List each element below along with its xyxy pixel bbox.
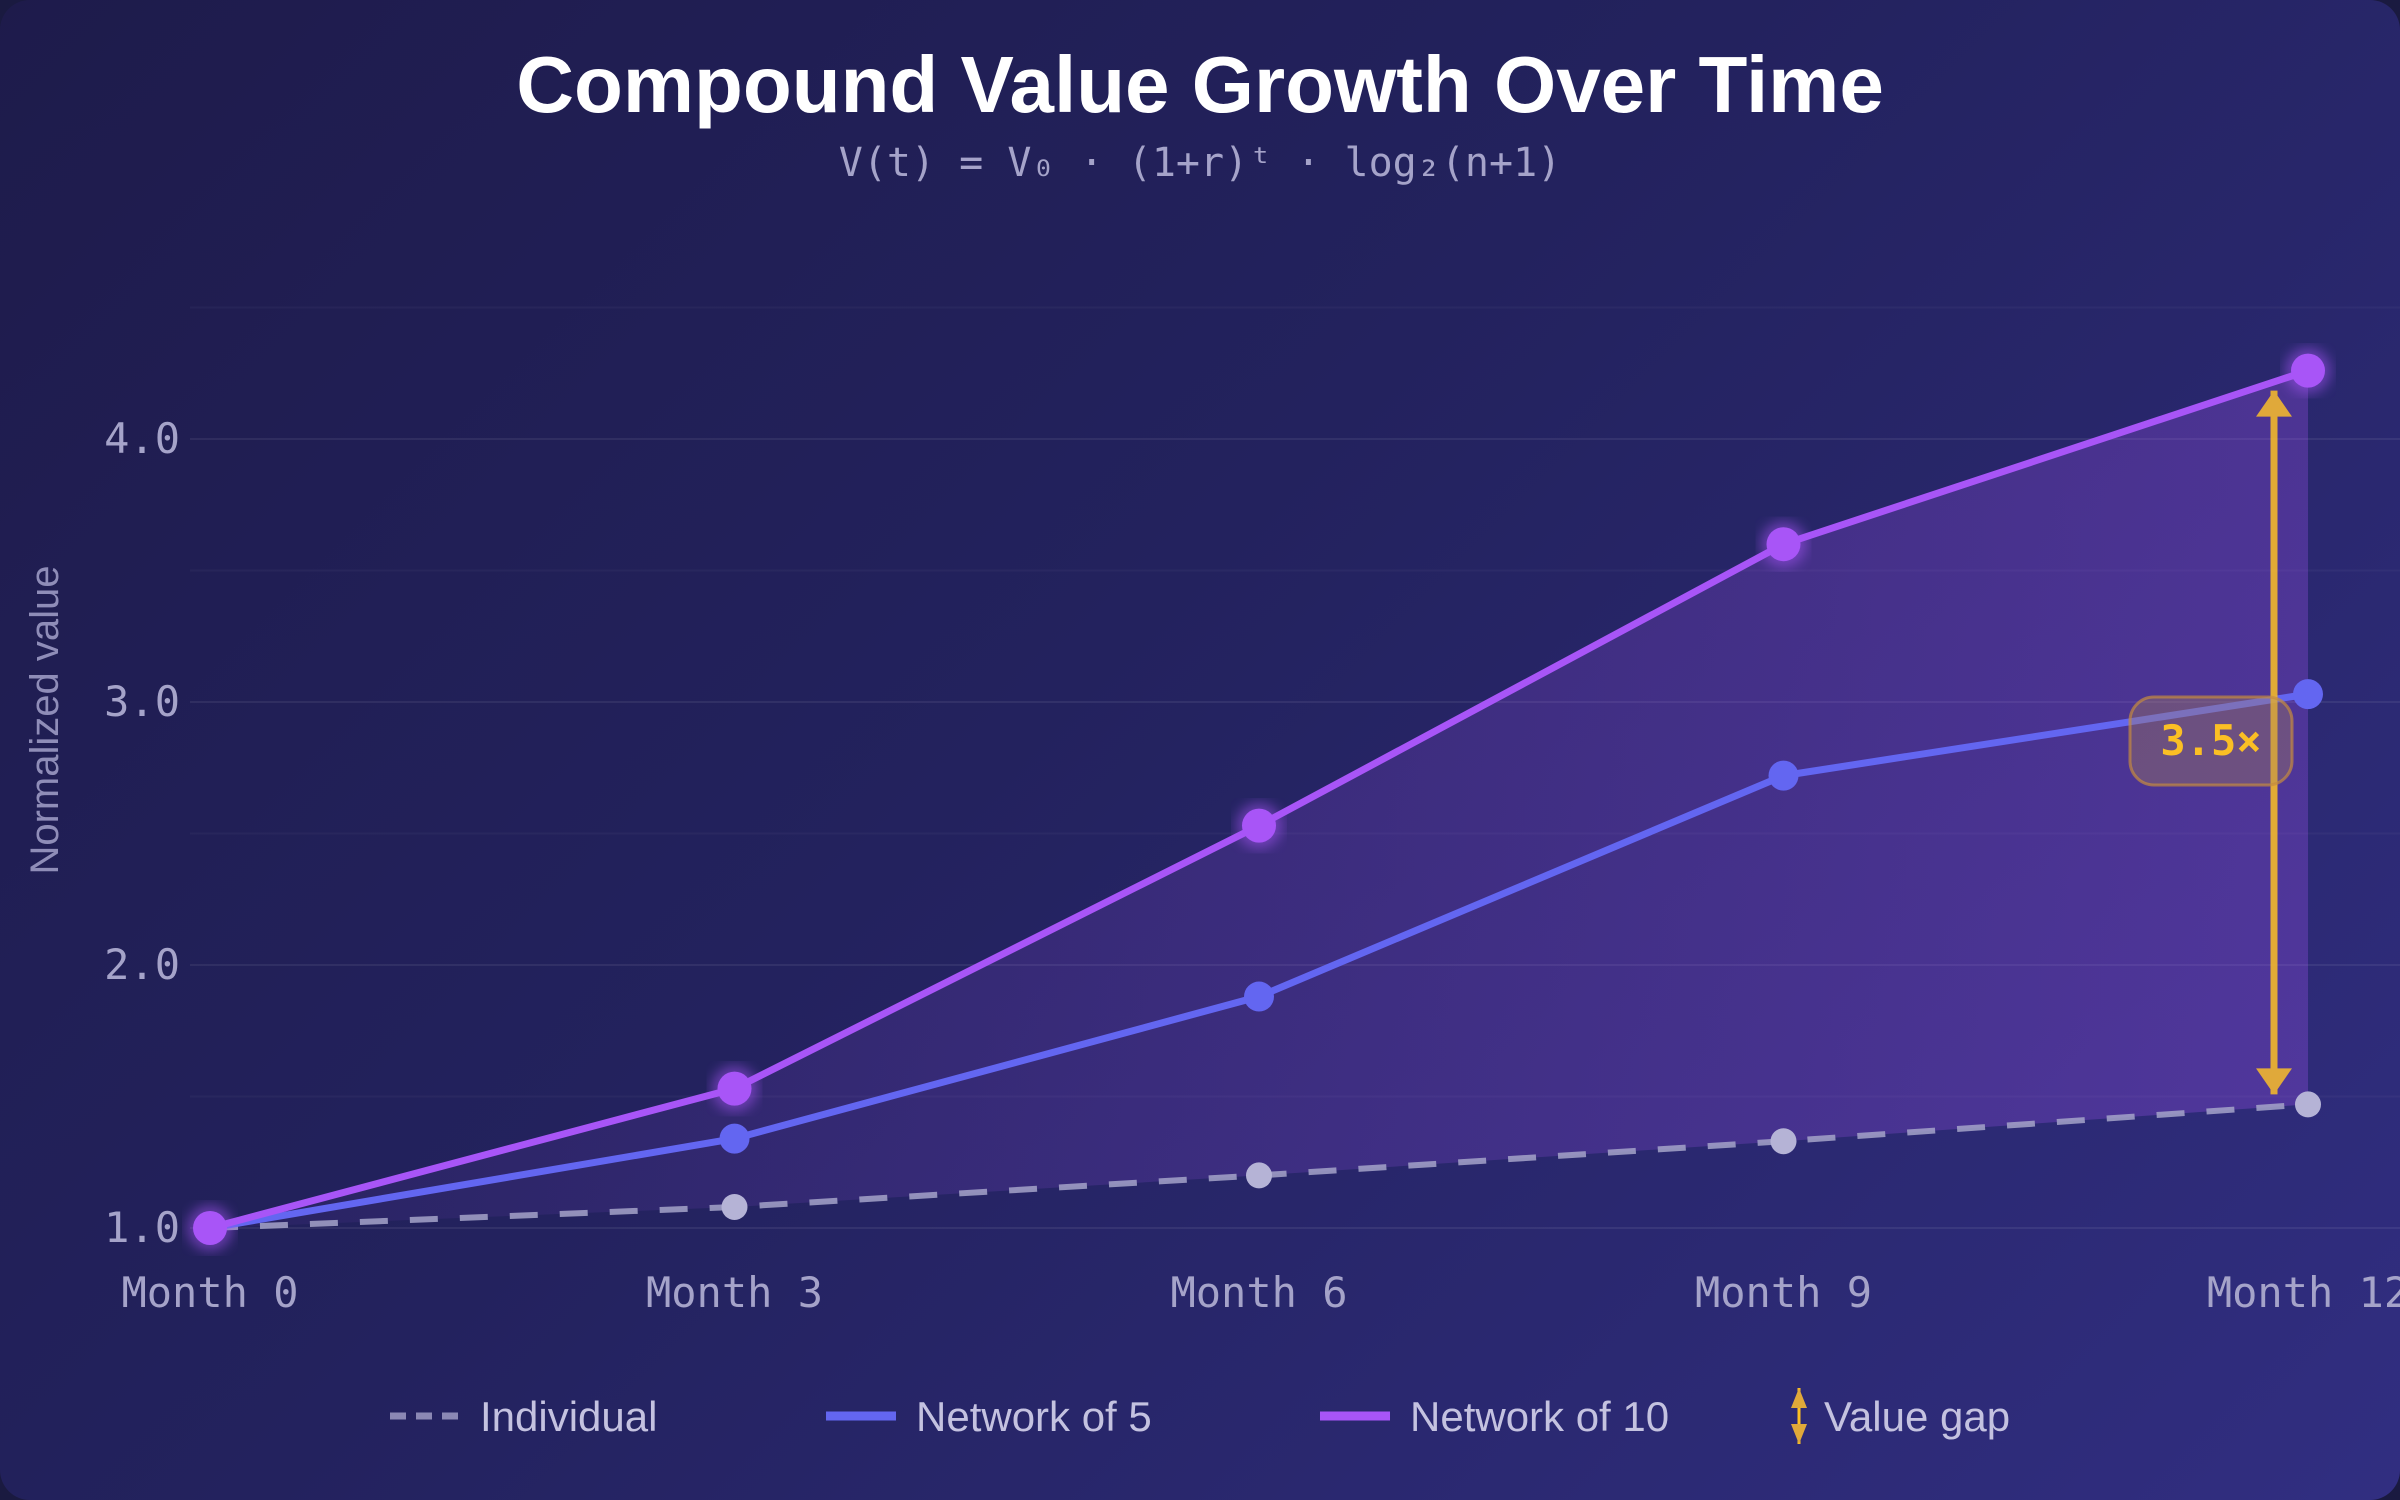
data-point (1770, 1128, 1797, 1155)
legend-label-individual: Individual (480, 1393, 657, 1440)
x-tick-label: Month 9 (1695, 1268, 1872, 1317)
value-gap-label: 3.5× (2160, 716, 2261, 765)
legend-label-network-of-5: Network of 5 (916, 1393, 1152, 1440)
data-point (717, 1071, 752, 1106)
y-tick-label: 3.0 (104, 677, 180, 726)
chart-title: Compound Value Growth Over Time (516, 40, 1884, 129)
legend-label-network-of-10: Network of 10 (1410, 1393, 1669, 1440)
y-tick-label: 2.0 (104, 940, 180, 989)
data-point (193, 1211, 227, 1245)
data-point (2295, 1091, 2321, 1118)
x-tick-label: Month 12 (2207, 1268, 2400, 1317)
data-point (1768, 760, 1799, 791)
data-point (721, 1193, 748, 1220)
value-gap-area (210, 370, 2308, 1228)
legend-arrow-down-icon (1791, 1424, 1807, 1444)
data-point (1244, 981, 1274, 1012)
y-tick-label: 1.0 (104, 1203, 180, 1252)
data-point (2293, 679, 2323, 710)
x-tick-label: Month 0 (121, 1268, 298, 1317)
legend-label-value-gap: Value gap (1824, 1393, 2010, 1440)
value-gap-badge (2128, 695, 2294, 787)
legend: Individual Network of 5 Network of 10 Value… (390, 1388, 2010, 1444)
x-tick-label: Month 6 (1170, 1268, 1347, 1317)
y-axis-label: Normalized value (23, 565, 67, 874)
legend-arrow-up-icon (1791, 1388, 1807, 1408)
arrow-down-icon (2256, 1068, 2292, 1095)
data-point (719, 1123, 750, 1154)
x-tick-label: Month 3 (646, 1268, 823, 1317)
chart-subtitle: V(t) = V₀ · (1+r)ᵗ · log₂(n+1) (839, 140, 1561, 186)
data-point (1242, 808, 1276, 843)
y-tick-label: 4.0 (104, 414, 180, 463)
data-point (1766, 527, 1801, 562)
data-point (2291, 353, 2325, 388)
data-point (1246, 1162, 1272, 1189)
arrow-up-icon (2256, 390, 2292, 417)
